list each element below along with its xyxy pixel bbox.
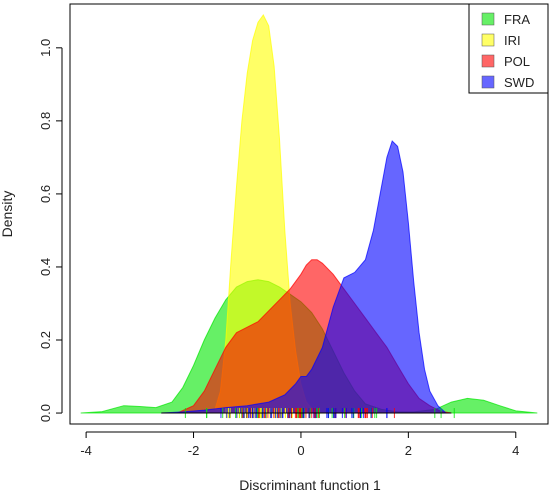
y-axis: 0.0 0.2 0.4 0.6 0.8 1.0 (38, 39, 63, 422)
x-tick-label: -2 (188, 443, 200, 458)
legend-swatch-fra (481, 12, 495, 26)
legend-label-pol: POL (504, 54, 530, 69)
x-tick-label: 4 (512, 443, 519, 458)
y-tick-label: 0.0 (38, 404, 53, 422)
legend-label-iri: IRI (504, 33, 521, 48)
x-tick-label: 0 (297, 443, 304, 458)
density-area-swd (161, 140, 448, 414)
y-tick-label: 1.0 (38, 39, 53, 57)
y-tick-label: 0.4 (38, 258, 53, 276)
x-tick-label: -4 (80, 443, 92, 458)
y-tick-label: 0.6 (38, 185, 53, 203)
x-axis-title: Discriminant function 1 (239, 477, 381, 493)
legend-swatch-swd (481, 75, 495, 89)
legend: FRA IRI POL SWD (468, 3, 549, 94)
y-tick-label: 0.8 (38, 112, 53, 130)
rug-layer (161, 408, 455, 419)
x-tick-label: 2 (405, 443, 412, 458)
legend-swatch-iri (481, 33, 495, 47)
density-series-layer (80, 14, 538, 414)
legend-swatch-pol (481, 54, 495, 68)
x-axis: -4 -2 0 2 4 (80, 431, 519, 458)
legend-label-swd: SWD (504, 75, 534, 90)
legend-label-fra: FRA (504, 12, 530, 27)
plot-frame (69, 3, 549, 425)
y-axis-title: Density (0, 191, 15, 238)
y-tick-label: 0.2 (38, 331, 53, 349)
